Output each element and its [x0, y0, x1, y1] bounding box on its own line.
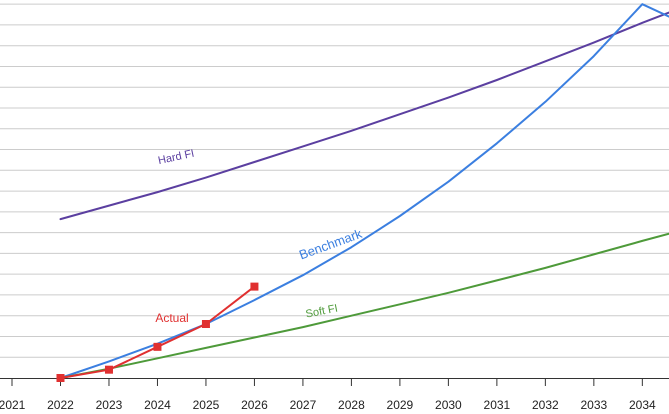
series-label-benchmark: Benchmark	[297, 226, 364, 263]
series-line-actual	[59, 285, 256, 379]
data-point-actual	[104, 365, 113, 374]
series-markers	[56, 282, 259, 382]
x-tick-label: 2027	[290, 398, 317, 412]
x-tick-label: 2026	[241, 398, 268, 412]
x-tick-label: 2022	[47, 398, 74, 412]
x-tick-label: 2029	[387, 398, 414, 412]
series-line-hard-fi	[59, 11, 669, 221]
x-tick-label: 2031	[484, 398, 511, 412]
data-point-actual	[250, 282, 259, 291]
grid-lines	[0, 3, 669, 358]
data-point-actual	[56, 374, 65, 382]
x-tick-label: 2034	[629, 398, 656, 412]
x-tick-label: 2024	[144, 398, 171, 412]
series-label-actual: Actual	[155, 311, 188, 325]
x-tick-label: 2023	[96, 398, 123, 412]
x-tick-label: 2028	[338, 398, 365, 412]
x-tick-label: 2030	[435, 398, 462, 412]
data-point-actual	[201, 320, 210, 328]
series-label-hard-fi: Hard FI	[157, 148, 195, 167]
series-line-soft-fi	[59, 232, 669, 379]
series-label-soft-fi: Soft FI	[305, 303, 339, 321]
series-line-benchmark	[59, 3, 669, 379]
x-tick-label: 2021	[0, 398, 26, 412]
x-tick-label: 2032	[532, 398, 559, 412]
x-tick-label: 2025	[193, 398, 220, 412]
x-axis: 2021 2022 2023 2024 2025 2026 2027 2028 2029 2030…	[0, 378, 669, 412]
data-point-actual	[153, 342, 162, 351]
x-tick-label: 2033	[580, 398, 607, 412]
